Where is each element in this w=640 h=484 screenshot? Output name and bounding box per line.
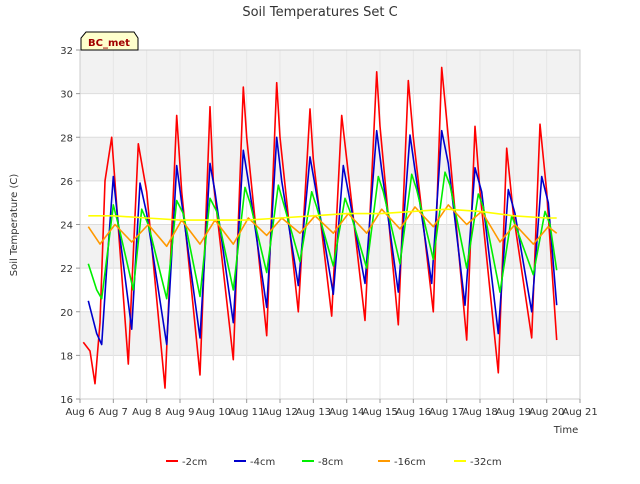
x-tick-label: Aug 6 (65, 407, 94, 418)
grid-band (80, 311, 580, 356)
station-label: BC_met (88, 38, 130, 49)
y-tick-label: 20 (60, 308, 73, 319)
series-line-neg2cm (82, 66, 558, 389)
station-label-box: BC_met (80, 31, 139, 51)
x-tick-label: Aug 12 (262, 407, 297, 418)
legend-label: -4cm (250, 457, 275, 468)
series-line-neg8cm (87, 171, 558, 300)
grid-band (80, 224, 580, 269)
series-line-neg16cm (87, 204, 558, 248)
x-tick-label: Aug 19 (496, 407, 531, 418)
legend-label: -16cm (394, 457, 426, 468)
y-tick-label: 24 (60, 221, 73, 232)
legend: -2cm -4cm -8cm -16cm -32cm (166, 457, 502, 468)
legend-label: -8cm (318, 457, 343, 468)
legend-label: -2cm (182, 457, 207, 468)
y-tick-label: 22 (60, 264, 73, 275)
series-lines (82, 66, 558, 389)
y-tick-label: 32 (60, 46, 73, 57)
y-tick-label: 30 (60, 90, 73, 101)
x-tick-label: Aug 15 (362, 407, 397, 418)
y-tick-label: 16 (60, 395, 73, 406)
y-tick-label: 28 (60, 133, 73, 144)
x-tick-label: Aug 7 (99, 407, 128, 418)
x-tick-label: Aug 18 (462, 407, 497, 418)
y-tick-label: 26 (60, 177, 73, 188)
x-tick-label: Aug 20 (529, 407, 564, 418)
series-line-neg4cm (87, 129, 558, 346)
grid-band (80, 137, 580, 181)
x-tick-label: Aug 17 (429, 407, 464, 418)
chart-title: Soil Temperatures Set C (242, 5, 397, 20)
x-tick-label: Aug 9 (165, 407, 194, 418)
y-axis-label: Soil Temperature (C) (9, 174, 20, 277)
y-tick-label: 18 (60, 351, 73, 362)
grid-band (80, 50, 580, 94)
x-tick-label: Aug 14 (329, 407, 364, 418)
series-line-neg32cm (88, 208, 557, 221)
station-label-background (80, 31, 139, 51)
x-tick-label: Aug 21 (562, 407, 597, 418)
x-tick-label: Aug 13 (296, 407, 331, 418)
x-tick-label: Aug 10 (196, 407, 231, 418)
legend-label: -32cm (470, 457, 502, 468)
x-axis-label: Time (553, 425, 578, 436)
x-tick-label: Aug 16 (396, 407, 431, 418)
x-tick-label: Aug 11 (229, 407, 264, 418)
x-tick-label: Aug 8 (132, 407, 161, 418)
